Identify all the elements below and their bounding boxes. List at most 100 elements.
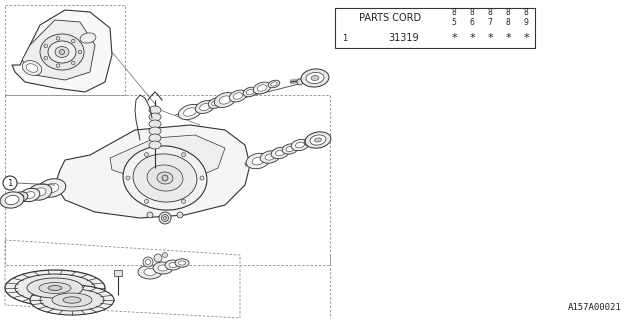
Ellipse shape	[243, 87, 257, 97]
Text: 31319: 31319	[388, 33, 419, 43]
Ellipse shape	[20, 188, 40, 202]
Text: 1: 1	[7, 179, 13, 188]
Circle shape	[44, 44, 47, 48]
Ellipse shape	[45, 183, 59, 193]
Ellipse shape	[147, 165, 183, 191]
Ellipse shape	[179, 261, 186, 265]
Ellipse shape	[282, 144, 298, 154]
Polygon shape	[110, 135, 225, 182]
Circle shape	[72, 61, 75, 65]
Ellipse shape	[219, 96, 231, 104]
Circle shape	[147, 212, 153, 218]
Circle shape	[145, 199, 148, 204]
Ellipse shape	[149, 106, 161, 114]
Ellipse shape	[286, 147, 294, 152]
Ellipse shape	[179, 104, 202, 120]
Ellipse shape	[175, 259, 189, 267]
Text: 7: 7	[488, 18, 492, 27]
Ellipse shape	[138, 265, 162, 279]
Ellipse shape	[22, 60, 42, 76]
Ellipse shape	[165, 260, 181, 270]
Ellipse shape	[307, 140, 313, 144]
Ellipse shape	[291, 139, 309, 151]
Circle shape	[126, 176, 130, 180]
Ellipse shape	[123, 146, 207, 210]
Ellipse shape	[149, 113, 161, 121]
Ellipse shape	[301, 69, 329, 87]
Ellipse shape	[253, 82, 271, 94]
Polygon shape	[12, 10, 112, 92]
Ellipse shape	[157, 172, 173, 184]
Text: A157A00021: A157A00021	[568, 303, 622, 313]
Circle shape	[154, 254, 162, 262]
Ellipse shape	[252, 157, 264, 165]
Polygon shape	[22, 20, 95, 80]
Ellipse shape	[200, 103, 211, 111]
Ellipse shape	[34, 188, 46, 196]
Circle shape	[200, 176, 204, 180]
Text: *: *	[523, 33, 529, 43]
Text: 8: 8	[506, 18, 510, 27]
Ellipse shape	[158, 265, 168, 271]
Ellipse shape	[149, 141, 161, 149]
Text: PARTS CORD: PARTS CORD	[359, 13, 421, 23]
Text: 1: 1	[342, 34, 348, 43]
Ellipse shape	[15, 274, 95, 302]
Text: 8: 8	[488, 7, 492, 17]
Circle shape	[56, 64, 60, 68]
Circle shape	[145, 153, 148, 156]
Ellipse shape	[80, 33, 96, 43]
Ellipse shape	[304, 138, 316, 146]
Ellipse shape	[5, 196, 19, 204]
Circle shape	[161, 214, 168, 221]
Ellipse shape	[310, 135, 326, 145]
Text: 5: 5	[452, 18, 456, 27]
Circle shape	[3, 176, 17, 190]
Circle shape	[177, 212, 183, 218]
Ellipse shape	[265, 154, 275, 160]
Text: *: *	[469, 33, 475, 43]
Ellipse shape	[229, 90, 247, 102]
Ellipse shape	[26, 64, 38, 72]
Ellipse shape	[149, 127, 161, 135]
Text: 9: 9	[524, 18, 529, 27]
Ellipse shape	[144, 268, 156, 276]
Circle shape	[159, 212, 171, 224]
Ellipse shape	[268, 80, 280, 88]
Circle shape	[162, 175, 168, 181]
Ellipse shape	[52, 293, 92, 307]
Circle shape	[78, 50, 82, 54]
Ellipse shape	[5, 270, 105, 306]
Ellipse shape	[48, 41, 76, 63]
Ellipse shape	[195, 100, 214, 114]
Circle shape	[143, 257, 153, 267]
Ellipse shape	[305, 132, 331, 148]
Ellipse shape	[311, 76, 319, 81]
Ellipse shape	[63, 297, 81, 303]
Ellipse shape	[149, 134, 161, 142]
Ellipse shape	[214, 92, 236, 108]
Ellipse shape	[0, 192, 24, 208]
Text: *: *	[487, 33, 493, 43]
Ellipse shape	[233, 93, 243, 99]
Ellipse shape	[40, 34, 84, 70]
Text: *: *	[505, 33, 511, 43]
Bar	[114, 270, 122, 276]
Ellipse shape	[257, 85, 267, 91]
Ellipse shape	[260, 151, 280, 163]
Text: 6: 6	[470, 18, 474, 27]
Ellipse shape	[296, 142, 305, 148]
Ellipse shape	[153, 262, 173, 274]
Circle shape	[182, 199, 186, 204]
Ellipse shape	[314, 138, 321, 142]
Circle shape	[182, 153, 186, 156]
Text: *: *	[451, 33, 457, 43]
Ellipse shape	[38, 179, 66, 197]
Ellipse shape	[246, 153, 270, 169]
Circle shape	[306, 78, 310, 82]
Ellipse shape	[30, 285, 114, 315]
Text: 8: 8	[452, 7, 456, 17]
Text: 8: 8	[470, 7, 474, 17]
Circle shape	[60, 50, 65, 54]
Polygon shape	[55, 125, 250, 218]
